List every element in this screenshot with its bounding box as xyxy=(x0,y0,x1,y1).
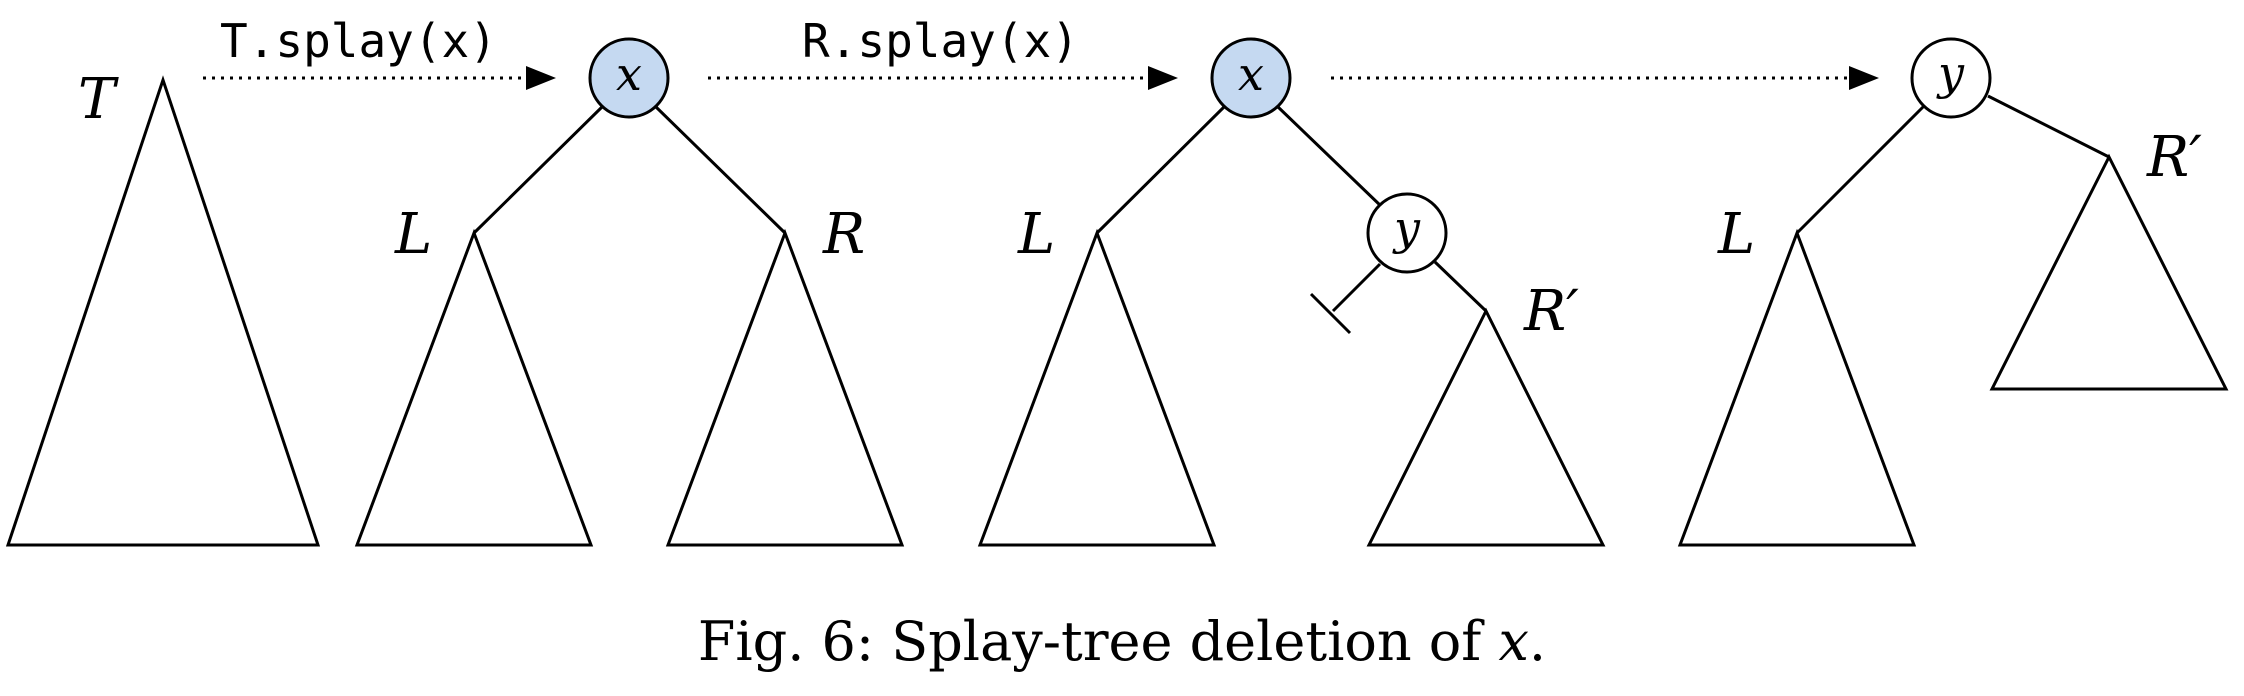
tree-L-label: L xyxy=(1717,202,1755,267)
null-child-marker xyxy=(1309,292,1352,335)
edge-y-Rprime xyxy=(1433,260,1488,313)
node-y-label: y xyxy=(1392,201,1421,255)
tree-L-label: L xyxy=(394,202,432,267)
caption-variable: x xyxy=(1498,610,1529,673)
tree-L-triangle xyxy=(1677,228,1917,547)
tree-Rprime-triangle xyxy=(1366,307,1606,547)
edge-x-L xyxy=(472,104,605,235)
arrow-splay-T: T.splay(x) xyxy=(203,14,556,90)
op-label-R-splay: R.splay(x) xyxy=(802,14,1079,68)
node-y: y xyxy=(1910,37,1992,119)
caption-prefix: Fig. 6: Splay-tree deletion of xyxy=(697,610,1499,673)
stage-1: T xyxy=(5,67,321,547)
tree-L-triangle xyxy=(977,228,1217,547)
edge-y-Rprime xyxy=(1987,94,2110,159)
node-x-label: x xyxy=(616,47,642,101)
tree-Rprime-label: R′ xyxy=(1523,279,1579,344)
edge-x-R xyxy=(653,104,787,235)
edge-x-y xyxy=(1275,104,1384,209)
node-x: x xyxy=(1210,37,1292,119)
edge-y-null xyxy=(1331,262,1382,313)
tree-R-triangle xyxy=(665,228,905,547)
tree-Rprime-triangle xyxy=(1989,153,2229,391)
node-x-circle xyxy=(1210,37,1292,119)
node-y-circle xyxy=(1366,192,1448,274)
tree-Rprime-label: R′ xyxy=(2146,125,2202,190)
edge-x-L xyxy=(1095,104,1227,235)
edge-y-L xyxy=(1795,104,1926,235)
caption-suffix: . xyxy=(1528,610,1547,673)
node-y-label: y xyxy=(1936,46,1965,100)
tree-T-label: T xyxy=(78,67,119,132)
stage-4: y L R′ xyxy=(1677,37,2229,547)
tree-R-label: R xyxy=(822,202,865,267)
node-x-circle xyxy=(588,37,670,119)
op-label-T-splay: T.splay(x) xyxy=(220,14,497,68)
tree-T-triangle xyxy=(5,75,321,547)
node-x-label: x xyxy=(1238,47,1264,101)
node-y: y xyxy=(1366,192,1448,274)
node-x: x xyxy=(588,37,670,119)
tree-L-triangle xyxy=(354,228,594,547)
arrow-splay-R: R.splay(x) xyxy=(708,14,1178,90)
figure-caption: Fig. 6: Splay-tree deletion of x. xyxy=(0,615,2244,669)
tree-L-label: L xyxy=(1017,202,1055,267)
node-y-circle xyxy=(1910,37,1992,119)
stage-2: x L R xyxy=(354,37,905,547)
stage-3: x L y R′ xyxy=(977,37,1606,547)
